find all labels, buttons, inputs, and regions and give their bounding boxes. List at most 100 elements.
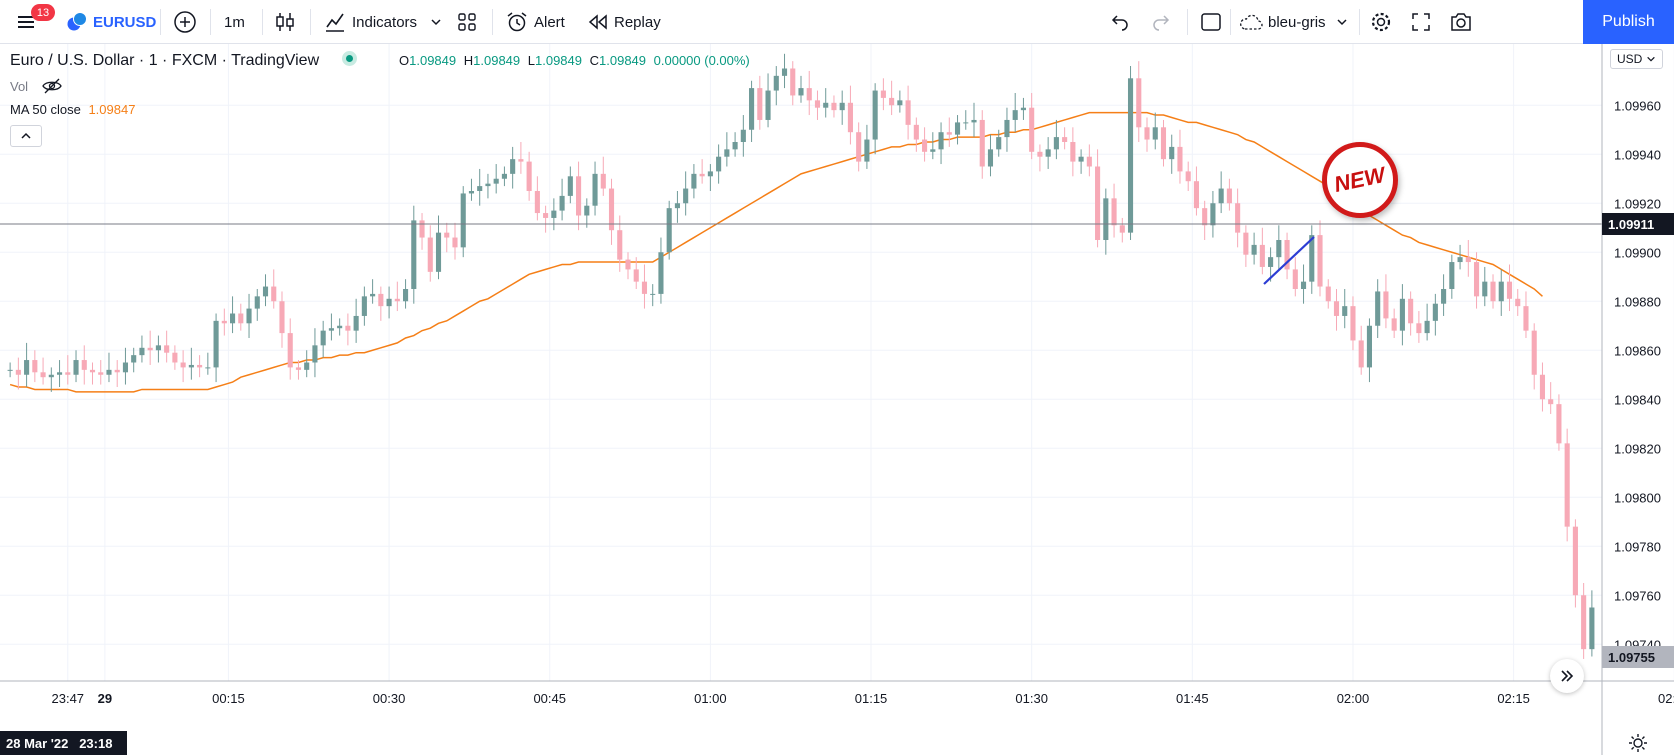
volume-legend[interactable]: Vol <box>10 78 62 94</box>
layout-grid-icon <box>458 13 476 31</box>
candle-body <box>106 369 112 375</box>
interval-button[interactable]: 1m <box>224 13 245 31</box>
alert-label: Alert <box>534 13 565 31</box>
candle-body <box>221 320 227 324</box>
chart-type-button[interactable] <box>274 0 296 44</box>
candle-body <box>1383 291 1389 319</box>
candle-body <box>452 237 458 248</box>
candle-body <box>567 176 573 196</box>
candle-body <box>1432 303 1438 321</box>
candle-body <box>1342 306 1348 316</box>
candle-body <box>814 100 821 108</box>
toolbar-divider <box>1359 9 1360 35</box>
candle-body <box>1202 208 1208 226</box>
candle-body <box>576 176 582 216</box>
templates-button[interactable] <box>457 0 477 44</box>
chart-area[interactable]: 1.09960 1.09940 1.09920 1.09900 1.09880 1.098… <box>0 44 1674 755</box>
candle-body <box>1416 323 1422 334</box>
candle-body <box>1210 203 1216 226</box>
candle-body <box>56 372 63 375</box>
candle-body <box>534 191 540 214</box>
alert-button[interactable]: Alert <box>506 0 565 44</box>
candle-body <box>658 252 664 294</box>
candle-body <box>1243 232 1249 255</box>
candle-body <box>32 360 38 373</box>
indicators-label: Indicators <box>352 13 418 31</box>
indicators-icon <box>326 13 344 32</box>
ohlc-values: O1.09849 H1.09849 L1.09849 C1.09849 0.00… <box>399 53 750 68</box>
currency-selector[interactable]: USD <box>1610 49 1664 69</box>
candle-body <box>1062 137 1068 142</box>
toolbar-divider <box>160 9 161 35</box>
candle-body <box>1185 171 1191 182</box>
candle-body <box>1531 330 1537 375</box>
fullscreen-button[interactable] <box>1411 0 1431 44</box>
axis-settings-button[interactable] <box>1626 731 1650 755</box>
candle-body <box>930 149 936 152</box>
time-tick-label: 00:30 <box>373 691 406 706</box>
candle-body <box>73 360 79 375</box>
open-value: 1.09849 <box>409 53 457 68</box>
candle-body <box>979 119 985 167</box>
candles-icon <box>276 13 294 31</box>
candle-body <box>839 102 845 111</box>
single-layout-icon <box>1201 13 1221 31</box>
price-tick-label: 1.09800 <box>1614 490 1661 505</box>
layout-dropdown[interactable] <box>1336 0 1348 44</box>
candle-body <box>435 232 442 272</box>
layout-button[interactable] <box>1200 0 1222 44</box>
crosshair-price-label: 1.09911 <box>1602 213 1674 235</box>
candle-body <box>765 90 771 120</box>
trendline-drawing[interactable] <box>1263 236 1315 285</box>
candle-body <box>1078 156 1084 162</box>
replay-button[interactable]: Replay <box>588 0 661 44</box>
ma-legend[interactable]: MA 50 close 1.09847 <box>10 102 135 117</box>
candle-body <box>386 298 392 307</box>
candle-body <box>781 68 788 76</box>
price-axis[interactable]: 1.09960 1.09940 1.09920 1.09900 1.09880 1.098… <box>1614 98 1661 652</box>
candle-body <box>1169 146 1175 160</box>
eye-off-icon[interactable] <box>41 78 62 94</box>
candle-body <box>1589 607 1595 650</box>
candle-body <box>1070 142 1076 162</box>
candle-body <box>1539 374 1546 400</box>
undo-button[interactable] <box>1110 0 1130 44</box>
market-status-dot[interactable] <box>341 51 357 66</box>
close-value: 1.09849 <box>599 53 647 68</box>
indicators-dropdown[interactable] <box>430 0 442 44</box>
snapshot-button[interactable] <box>1449 0 1473 44</box>
save-layout-button[interactable]: bleu-gris <box>1238 0 1326 44</box>
candle-body <box>526 161 532 191</box>
candle-body <box>559 195 565 211</box>
time-axis[interactable]: 23:47 29 00:15 00:30 00:45 01:00 01:15 01:30 01:… <box>52 691 1674 706</box>
redo-button[interactable] <box>1151 0 1171 44</box>
compare-symbol-button[interactable] <box>173 0 197 44</box>
candle-body <box>823 102 829 108</box>
candle-body <box>1020 107 1026 111</box>
candle-body <box>584 205 590 216</box>
cloud-icon <box>1240 14 1263 30</box>
low-label: L <box>527 53 535 68</box>
new-sticker[interactable]: NEW <box>1322 142 1398 218</box>
chevron-up-icon <box>21 132 31 139</box>
candle-body <box>757 88 763 120</box>
candle-body <box>1350 306 1356 341</box>
time-tick-label: 00:15 <box>212 691 245 706</box>
scroll-to-realtime-button[interactable] <box>1550 659 1584 693</box>
indicators-button[interactable]: Indicators <box>324 0 417 44</box>
settings-button[interactable] <box>1370 0 1392 44</box>
publish-button[interactable]: Publish <box>1583 0 1674 44</box>
candle-body <box>806 88 812 101</box>
price-chart[interactable]: 1.09960 1.09940 1.09920 1.09900 1.09880 1.098… <box>0 44 1674 755</box>
candle-body <box>1292 269 1298 289</box>
candle-body <box>361 296 367 316</box>
close-label: C <box>589 53 600 68</box>
candle-body <box>172 352 178 363</box>
currency-label: USD <box>1617 52 1643 66</box>
candle-body <box>1581 595 1587 650</box>
candle-body <box>749 88 755 130</box>
symbol-search-button[interactable]: EURUSD <box>66 0 156 44</box>
chevron-down-icon <box>431 19 441 26</box>
time-tick-label: 01:45 <box>1176 691 1209 706</box>
collapse-legend-button[interactable] <box>10 125 42 147</box>
